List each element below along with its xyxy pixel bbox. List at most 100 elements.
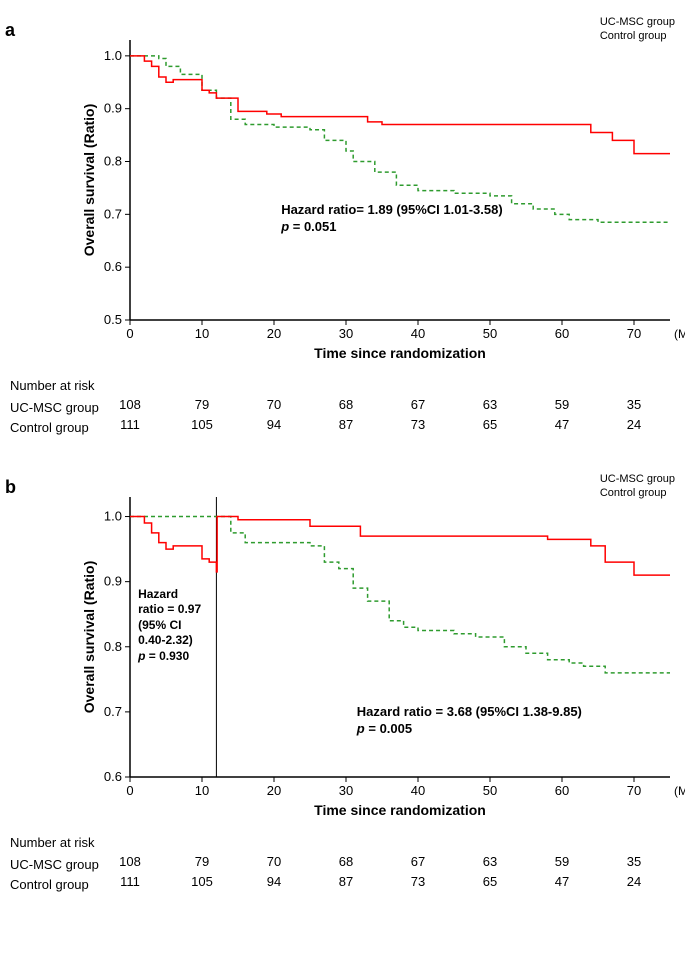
ann-br-1: Hazard ratio = 3.68 (95%CI 1.38-9.85) [357,704,582,721]
svg-text:(Months): (Months) [674,784,685,798]
risk-cells-a-1: 10879706867635935 [120,397,675,417]
risk-cell: 105 [187,874,217,889]
risk-label-b-2: Control group [10,877,120,892]
legend-a-row1: UC-MSC group [554,15,675,29]
risk-label-a-1: UC-MSC group [10,400,120,415]
svg-text:(Months): (Months) [674,327,685,341]
risk-cell: 67 [403,397,433,412]
svg-text:0.9: 0.9 [104,101,122,116]
svg-text:10: 10 [195,326,209,341]
risk-cell: 35 [619,854,649,869]
risk-table-a: Number at risk UC-MSC group 108 79 70 68 67 6… [10,378,675,437]
svg-text:30: 30 [339,326,353,341]
svg-text:Overall survival (Ratio): Overall survival (Ratio) [81,104,97,257]
risk-row-b-2: Control group 111105948773654724 [10,874,675,894]
svg-text:70: 70 [627,783,641,798]
risk-cell: 94 [259,417,289,432]
risk-cell: 63 [475,397,505,412]
legend-a-label1: UC-MSC group [600,16,675,28]
risk-title-a: Number at risk [10,378,675,393]
annotation-a-line1: Hazard ratio= 1.89 (95%CI 1.01-3.58) [281,202,502,219]
risk-cell: 65 [475,417,505,432]
risk-cell: 87 [331,874,361,889]
svg-text:20: 20 [267,783,281,798]
svg-text:0.8: 0.8 [104,154,122,169]
risk-cell: 111 [115,417,145,432]
annotation-b-right: Hazard ratio = 3.68 (95%CI 1.38-9.85) p … [357,704,582,738]
risk-cell: 67 [403,854,433,869]
risk-cell: 105 [187,417,217,432]
legend-a: UC-MSC group Control group [554,15,675,43]
chart-b-area: UC-MSC group Control group 0102030405060… [80,477,675,827]
annotation-a: Hazard ratio= 1.89 (95%CI 1.01-3.58) p =… [281,202,502,236]
panel-b-label: b [5,477,16,498]
panel-a-label: a [5,20,15,41]
risk-cell: 63 [475,854,505,869]
risk-cell: 73 [403,417,433,432]
svg-text:0.8: 0.8 [104,639,122,654]
svg-text:1.0: 1.0 [104,48,122,63]
svg-text:10: 10 [195,783,209,798]
svg-text:0.6: 0.6 [104,259,122,274]
risk-cell: 68 [331,854,361,869]
svg-text:20: 20 [267,326,281,341]
svg-text:0.7: 0.7 [104,704,122,719]
risk-cell: 79 [187,854,217,869]
ann-bl-2: ratio = 0.97 [138,602,201,618]
risk-cell: 24 [619,874,649,889]
panel-b: b UC-MSC group Control group 01020304050… [10,477,675,894]
svg-text:40: 40 [411,326,425,341]
chart-a-svg: 010203040506070(Months)Time since random… [80,20,685,365]
risk-cell: 59 [547,854,577,869]
risk-cell: 108 [115,397,145,412]
risk-cell: 87 [331,417,361,432]
ann-bl-1: Hazard [138,587,201,603]
risk-cell: 73 [403,874,433,889]
svg-text:50: 50 [483,326,497,341]
svg-text:70: 70 [627,326,641,341]
legend-b-label2: Control group [600,487,667,499]
panel-a: a UC-MSC group Control group 01020304050… [10,20,675,437]
svg-text:Time since randomization: Time since randomization [314,802,486,818]
risk-cell: 79 [187,397,217,412]
svg-text:30: 30 [339,783,353,798]
ann-bl-4: 0.40-2.32) [138,633,201,649]
svg-text:0.5: 0.5 [104,312,122,327]
risk-cells-b-1: 10879706867635935 [120,854,675,874]
risk-cells-a-2: 111105948773654724 [120,417,675,437]
ann-br-2: p = 0.005 [357,721,582,738]
svg-text:Time since randomization: Time since randomization [314,345,486,361]
legend-b-row2: Control group [554,486,675,500]
risk-cell: 59 [547,397,577,412]
svg-text:0.6: 0.6 [104,769,122,784]
risk-row-b-1: UC-MSC group 10879706867635935 [10,854,675,874]
risk-cell: 24 [619,417,649,432]
legend-b-row1: UC-MSC group [554,472,675,486]
risk-cell: 111 [115,874,145,889]
svg-text:0.9: 0.9 [104,574,122,589]
risk-title-b: Number at risk [10,835,675,850]
risk-row-a-2: Control group 111 105 94 87 73 65 47 24 [10,417,675,437]
svg-text:40: 40 [411,783,425,798]
risk-cell: 70 [259,397,289,412]
annotation-b-left: Hazard ratio = 0.97 (95% CI 0.40-2.32) p… [138,587,201,665]
risk-label-a-2: Control group [10,420,120,435]
risk-label-b-1: UC-MSC group [10,857,120,872]
legend-b: UC-MSC group Control group [554,472,675,500]
risk-cell: 35 [619,397,649,412]
svg-text:60: 60 [555,783,569,798]
risk-table-b: Number at risk UC-MSC group 108797068676… [10,835,675,894]
legend-b-label1: UC-MSC group [600,473,675,485]
risk-row-a-1: UC-MSC group 108 79 70 68 67 63 59 35 [10,397,675,417]
svg-text:0: 0 [126,783,133,798]
ann-bl-5: p = 0.930 [138,649,201,665]
risk-cell: 68 [331,397,361,412]
risk-cell: 70 [259,854,289,869]
legend-a-label2: Control group [600,30,667,42]
svg-text:1.0: 1.0 [104,509,122,524]
svg-text:Overall survival (Ratio): Overall survival (Ratio) [81,561,97,714]
svg-text:0.7: 0.7 [104,206,122,221]
svg-text:60: 60 [555,326,569,341]
annotation-a-line2: p = 0.051 [281,219,502,236]
risk-cell: 47 [547,417,577,432]
